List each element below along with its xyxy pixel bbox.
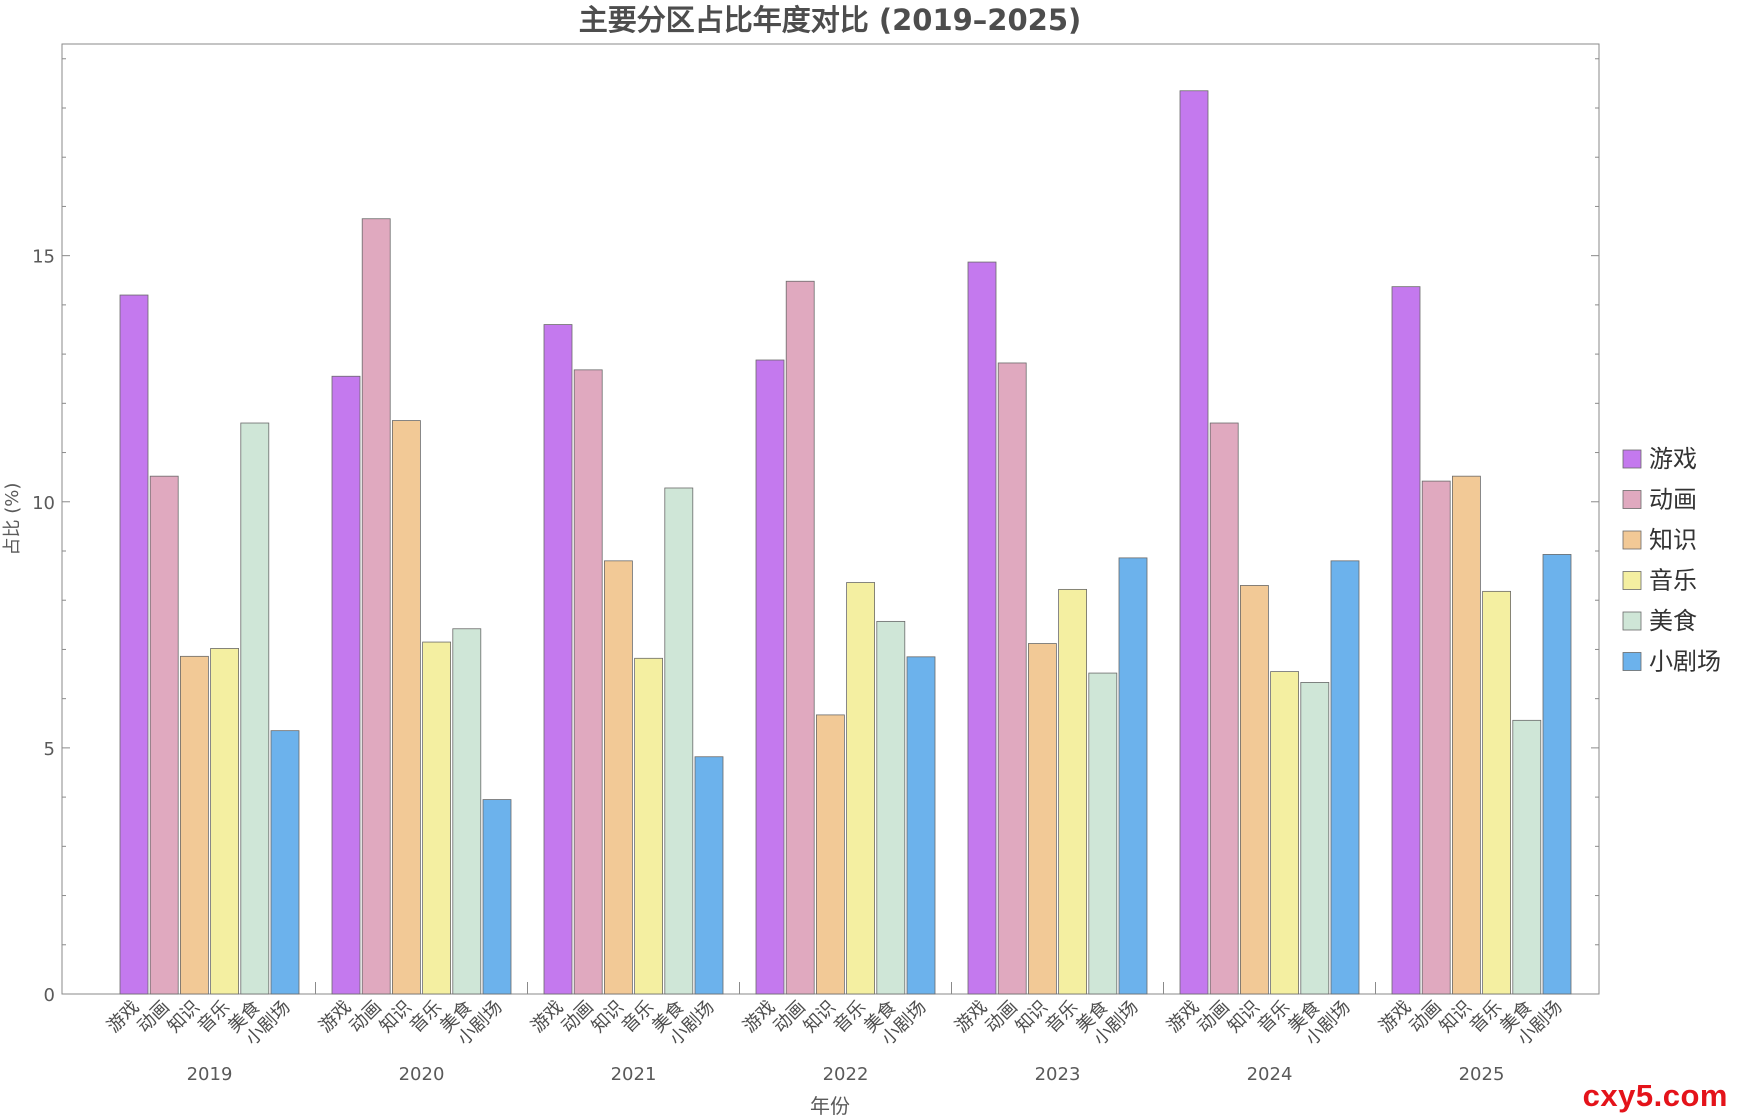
bar-2020-动画 (361, 218, 391, 995)
legend-swatch (1622, 490, 1642, 509)
bar-2024-美食 (1300, 682, 1330, 995)
legend-label: 音乐 (1649, 567, 1697, 595)
bar-2021-音乐 (634, 657, 663, 995)
x-tick-label: 2019 (187, 1064, 233, 1085)
legend-swatch (1622, 571, 1642, 590)
bar-2021-小剧场 (694, 756, 724, 995)
bar-2025-游戏 (1391, 286, 1421, 995)
bar-2022-音乐 (846, 582, 875, 995)
bar-2024-游戏 (1179, 90, 1209, 995)
bar-2020-知识 (391, 420, 421, 995)
bar-2022-游戏 (755, 359, 785, 995)
bar-2023-知识 (1028, 643, 1057, 995)
chart-title: 主要分区占比年度对比 (2019–2025) (579, 3, 1082, 37)
x-tick-label: 2020 (399, 1064, 445, 1085)
y-tick-label: 5 (44, 739, 55, 760)
bar-2024-动画 (1209, 422, 1239, 995)
bar-2023-美食 (1088, 672, 1118, 995)
bar-2023-小剧场 (1118, 557, 1148, 995)
legend-label: 美食 (1649, 607, 1697, 635)
x-tick-label: 2022 (823, 1064, 869, 1085)
bar-2019-动画 (149, 475, 179, 995)
legend-swatch (1622, 530, 1642, 550)
bar-2022-动画 (785, 280, 815, 995)
x-tick-label: 2023 (1035, 1064, 1081, 1085)
bar-2025-美食 (1512, 719, 1542, 995)
x-axis-label: 年份 (810, 1094, 850, 1118)
bar-2024-小剧场 (1330, 560, 1360, 995)
bar-2023-音乐 (1058, 588, 1087, 995)
y-tick-labels: 0 5 10 15 (32, 247, 55, 1006)
bar-2019-音乐 (210, 648, 240, 995)
bar-2019-美食 (240, 422, 270, 995)
bar-2021-美食 (664, 487, 694, 995)
x-tick-label: 2024 (1247, 1064, 1293, 1085)
bar-2019-游戏 (119, 294, 149, 995)
bar-2020-美食 (452, 628, 482, 995)
legend-label: 游戏 (1649, 445, 1697, 473)
bar-2022-知识 (816, 714, 845, 995)
bar-2020-游戏 (331, 375, 361, 995)
bar-2025-小剧场 (1542, 554, 1572, 995)
y-tick-label: 15 (32, 247, 55, 268)
bar-labels: 游戏动画知识音乐美食小剧场 游戏动画知识音乐美食小剧场 游戏动画知识音乐美食小剧场游… (103, 997, 1566, 1050)
bar-2023-动画 (997, 362, 1027, 995)
x-tick-labels: 2019 2020 2021 2022 2023 2024 2025 (187, 1064, 1505, 1085)
bar-2022-美食 (876, 620, 906, 995)
bar-2023-游戏 (967, 261, 997, 995)
bar-2021-知识 (604, 560, 633, 995)
bar-2021-动画 (573, 369, 603, 995)
bars (119, 90, 1572, 995)
bar-2022-小剧场 (906, 656, 936, 995)
legend-swatch (1622, 449, 1642, 469)
bar-2025-音乐 (1482, 590, 1511, 995)
bar-2020-音乐 (422, 641, 452, 995)
x-tick-label: 2025 (1459, 1064, 1505, 1085)
legend-swatch (1622, 611, 1642, 631)
legend-label: 知识 (1649, 526, 1697, 554)
bar-2024-音乐 (1270, 671, 1299, 995)
y-tick-label: 0 (44, 985, 55, 1006)
y-axis-label: 占比 (%) (2, 483, 23, 556)
legend-swatch (1622, 652, 1642, 671)
bar-2024-知识 (1240, 585, 1269, 995)
axis-ticks (62, 58, 1599, 995)
bar-2025-动画 (1421, 480, 1451, 995)
bar-2025-知识 (1452, 475, 1481, 995)
legend-label: 小剧场 (1649, 648, 1721, 676)
y-tick-label: 10 (32, 493, 55, 514)
legend-label: 动画 (1649, 486, 1697, 514)
bar-2021-游戏 (543, 324, 573, 995)
bar-2019-知识 (179, 655, 209, 995)
watermark: cxy5.com (1582, 1078, 1728, 1113)
bar-2019-小剧场 (270, 730, 300, 995)
x-tick-label: 2021 (611, 1064, 657, 1085)
bar-2020-小剧场 (482, 799, 512, 995)
